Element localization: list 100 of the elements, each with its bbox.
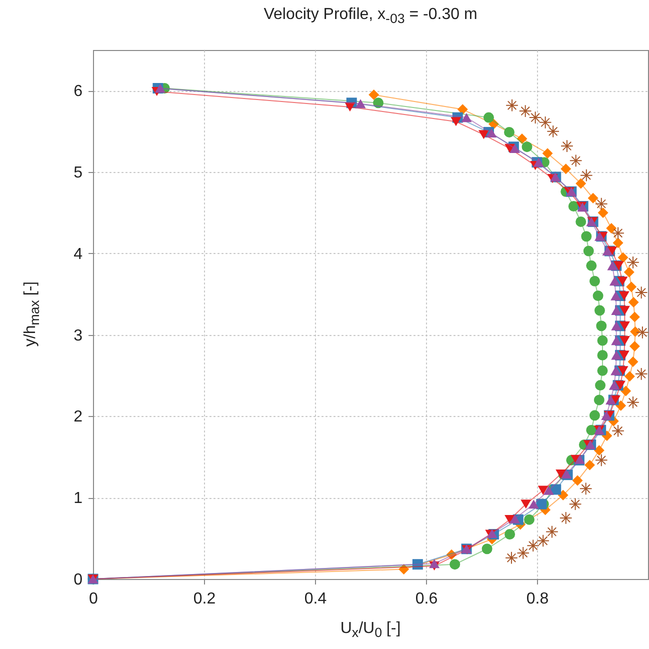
point xyxy=(568,498,582,511)
point xyxy=(429,558,440,568)
point xyxy=(510,514,520,524)
point xyxy=(457,104,468,115)
point xyxy=(569,154,582,168)
chart-title: Velocity Profile, x$_{-03}$ = -0.30 m xyxy=(262,6,478,26)
point xyxy=(630,326,640,337)
point xyxy=(594,394,604,406)
point xyxy=(618,291,630,300)
point xyxy=(594,454,608,467)
point xyxy=(486,128,497,138)
point xyxy=(618,350,630,360)
point xyxy=(504,144,516,154)
point xyxy=(344,102,356,112)
point xyxy=(581,231,592,242)
point xyxy=(538,486,548,495)
point xyxy=(610,366,622,376)
point xyxy=(597,365,608,376)
point xyxy=(611,350,622,360)
point xyxy=(628,297,639,308)
y-tick-label: 3 xyxy=(74,327,83,344)
point xyxy=(619,321,630,330)
x-tick-label: 0.8 xyxy=(526,590,549,608)
point xyxy=(595,380,606,391)
point xyxy=(620,386,632,396)
point xyxy=(559,512,572,524)
point xyxy=(612,238,624,248)
point xyxy=(616,400,626,411)
point xyxy=(618,252,628,263)
point xyxy=(624,266,634,278)
y-tick-label: 5 xyxy=(74,164,83,182)
point xyxy=(611,306,622,315)
point xyxy=(601,410,612,420)
point xyxy=(610,291,622,300)
point xyxy=(482,544,492,554)
point xyxy=(542,148,553,159)
x-tick-label: 0 xyxy=(89,590,98,608)
point xyxy=(518,104,532,118)
point xyxy=(611,321,622,330)
point xyxy=(524,514,534,525)
point xyxy=(355,99,366,108)
point xyxy=(612,226,624,240)
point xyxy=(446,549,457,560)
point xyxy=(594,197,608,210)
point xyxy=(546,124,560,138)
point xyxy=(560,164,572,174)
point xyxy=(520,500,532,509)
point xyxy=(584,460,595,470)
point xyxy=(626,282,637,292)
point xyxy=(576,178,586,189)
point xyxy=(568,201,579,212)
point xyxy=(373,98,384,108)
point xyxy=(543,486,554,495)
point xyxy=(609,276,620,286)
point xyxy=(606,222,617,234)
x-axis-title: U$_{x}$/U$_{0}$ [-] xyxy=(339,620,402,640)
point xyxy=(538,116,552,129)
point xyxy=(634,367,648,380)
point xyxy=(617,276,628,286)
y-tick-label: 0 xyxy=(74,572,83,588)
point xyxy=(586,424,597,436)
point xyxy=(634,286,648,299)
point xyxy=(504,529,516,540)
y-tick-label: 2 xyxy=(74,408,83,426)
point xyxy=(594,305,605,316)
point xyxy=(608,380,620,390)
point xyxy=(478,130,489,140)
point xyxy=(528,500,539,509)
point xyxy=(607,261,618,270)
point xyxy=(576,216,586,227)
point xyxy=(628,356,638,367)
point xyxy=(556,469,566,479)
point xyxy=(522,142,532,152)
point xyxy=(412,559,423,570)
point xyxy=(516,133,528,144)
point xyxy=(560,140,574,152)
point xyxy=(615,380,626,390)
point xyxy=(572,475,583,486)
point xyxy=(636,326,649,339)
point xyxy=(580,168,593,182)
point xyxy=(588,192,598,204)
point xyxy=(611,336,622,346)
point xyxy=(589,410,600,421)
point xyxy=(583,246,594,256)
point xyxy=(626,396,640,409)
point xyxy=(398,564,410,574)
point xyxy=(586,260,597,271)
point xyxy=(368,90,380,100)
point xyxy=(558,490,568,500)
point xyxy=(598,208,608,218)
point xyxy=(619,336,630,346)
point xyxy=(597,350,608,360)
point xyxy=(597,335,608,346)
y-tick-label: 4 xyxy=(74,246,83,263)
point xyxy=(629,312,640,322)
point xyxy=(606,395,616,404)
point xyxy=(546,525,558,538)
y-tick-label: 6 xyxy=(74,83,83,100)
point xyxy=(618,366,628,376)
x-tick-label: 0.4 xyxy=(304,590,327,608)
